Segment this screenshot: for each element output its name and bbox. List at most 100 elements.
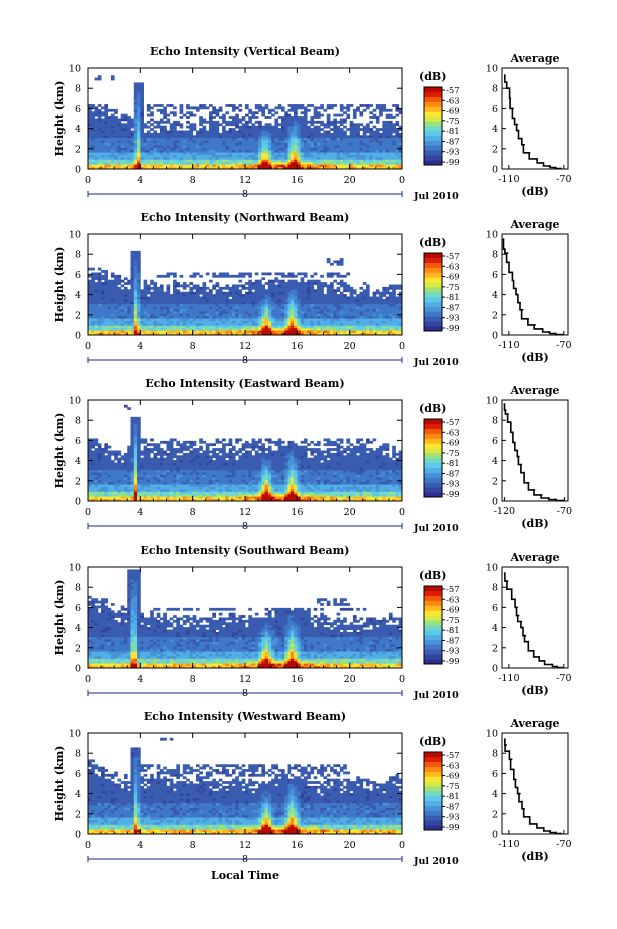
heatmap-cell (356, 123, 360, 127)
heatmap-cell (169, 301, 174, 305)
heatmap-cell (392, 330, 396, 333)
heatmap-cell (120, 472, 125, 475)
heatmap-cell (117, 472, 122, 475)
heatmap-cell (362, 125, 367, 129)
heatmap-cell (97, 166, 102, 170)
heatmap-cell (300, 325, 305, 329)
heatmap-cell (336, 306, 341, 309)
heatmap-cell (97, 493, 102, 497)
heatmap-cell (110, 303, 115, 307)
heatmap-cell (284, 113, 288, 117)
heatmap-cell (88, 298, 92, 302)
heatmap-cell (88, 154, 92, 158)
heatmap-cell (225, 144, 230, 148)
heatmap-cell (150, 291, 154, 295)
heatmap-cell (320, 294, 324, 297)
heatmap-cell (323, 147, 328, 151)
heatmap-cell (330, 325, 334, 329)
heatmap-cell (163, 128, 167, 131)
heatmap-cell (137, 332, 141, 336)
heatmap-cell (310, 132, 315, 136)
heatmap-cell (274, 310, 279, 314)
heatmap-cell (101, 270, 105, 273)
heatmap-cell (222, 308, 226, 312)
heatmap-cell (375, 152, 380, 155)
heatmap-cell (303, 161, 308, 165)
heatmap-cell (192, 152, 197, 155)
heatmap-cell (382, 322, 387, 326)
heatmap-cell (153, 147, 158, 151)
heatmap-cell (182, 154, 187, 158)
heatmap-cell (333, 310, 337, 314)
heatmap-cell (392, 284, 396, 288)
heatmap-cell (313, 320, 318, 324)
heatmap-cell (173, 135, 177, 139)
heatmap-cell (372, 159, 377, 163)
heatmap-cell (123, 330, 128, 333)
heatmap-cell (192, 332, 197, 336)
heatmap-cell (137, 89, 141, 93)
heatmap-cell (209, 294, 213, 297)
heatmap-cell (241, 128, 246, 131)
heatmap-cell (388, 303, 393, 307)
heatmap-cell (114, 111, 118, 115)
heatmap-cell (195, 296, 200, 300)
heatmap-cell (346, 322, 351, 326)
heatmap-cell (153, 296, 158, 300)
heatmap-cell (245, 332, 249, 336)
heatmap-cell (130, 431, 135, 435)
heatmap-cell (359, 294, 364, 297)
heatmap-cell (137, 491, 141, 495)
heatmap-cell (225, 284, 230, 288)
heatmap-cell (382, 104, 387, 107)
heatmap-cell (173, 322, 177, 326)
heatmap-cell (123, 123, 128, 127)
heatmap-cell (372, 322, 377, 326)
heatmap-cell (110, 75, 115, 79)
heatmap-cell (137, 457, 141, 461)
heatmap-cell (192, 272, 197, 276)
heatmap-cell (287, 154, 292, 158)
heatmap-cell (258, 166, 262, 170)
heatmap-cell (297, 296, 301, 300)
heatmap-cell (297, 294, 301, 297)
heatmap-cell (231, 325, 236, 329)
heatmap-cell (303, 294, 308, 297)
heatmap-cell (91, 301, 95, 305)
heatmap-cell (169, 294, 174, 297)
heatmap-cell (130, 291, 135, 295)
heatmap-cell (123, 301, 128, 305)
heatmap-cell (156, 156, 161, 160)
heatmap-cell (88, 493, 92, 497)
heatmap-cell (215, 123, 220, 127)
heatmap-cell (199, 132, 203, 136)
heatmap-cell (104, 130, 109, 134)
heatmap-cell (277, 330, 282, 333)
average-point (523, 143, 525, 146)
heatmap-cell (356, 132, 360, 136)
heatmap-cell (297, 130, 301, 134)
heatmap-cell (362, 318, 367, 321)
heatmap-cell (88, 462, 92, 466)
heatmap-cell (287, 113, 292, 117)
heatmap-cell (333, 325, 337, 329)
heatmap-cell (271, 144, 275, 148)
heatmap-cell (114, 284, 118, 288)
heatmap-cell (300, 132, 305, 136)
heatmap-cell (238, 272, 243, 276)
heatmap-cell (366, 301, 370, 305)
heatmap-cell (166, 156, 171, 160)
heatmap-cell (189, 142, 194, 146)
heatmap-cell (163, 303, 167, 307)
heatmap-cell (320, 144, 324, 148)
heatmap-cell (146, 332, 151, 336)
heatmap-cell (326, 310, 331, 314)
heatmap-cell (280, 125, 285, 129)
heatmap-cell (88, 443, 92, 447)
heatmap-cell (303, 113, 308, 117)
heatmap-cell (146, 120, 151, 124)
heatmap-cell (225, 130, 230, 134)
heatmap-cell (133, 118, 138, 122)
heatmap-cell (343, 282, 347, 285)
heatmap-cell (114, 130, 118, 134)
